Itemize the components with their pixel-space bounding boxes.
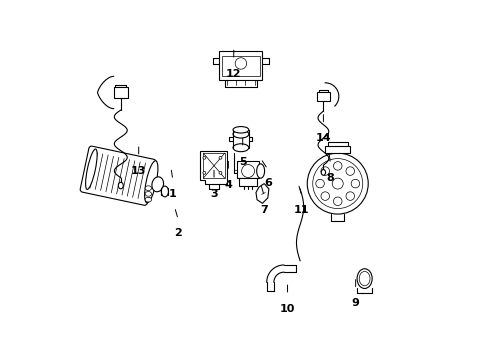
Text: 12: 12 — [225, 69, 241, 79]
Ellipse shape — [233, 130, 248, 138]
Text: 3: 3 — [210, 189, 217, 199]
Ellipse shape — [152, 177, 163, 192]
Ellipse shape — [321, 170, 325, 175]
Text: 14: 14 — [315, 134, 330, 143]
Polygon shape — [239, 178, 257, 186]
Text: 11: 11 — [293, 205, 309, 215]
Circle shape — [235, 58, 246, 69]
Text: 10: 10 — [279, 304, 295, 314]
Ellipse shape — [85, 149, 97, 189]
Polygon shape — [255, 184, 268, 203]
Circle shape — [203, 171, 205, 174]
Text: 8: 8 — [326, 173, 334, 183]
Circle shape — [346, 192, 354, 201]
Bar — [203, 153, 224, 178]
Circle shape — [312, 159, 362, 208]
Circle shape — [333, 162, 341, 170]
Text: 9: 9 — [351, 298, 359, 309]
Ellipse shape — [145, 197, 151, 202]
Circle shape — [320, 192, 329, 201]
Text: 13: 13 — [131, 166, 146, 176]
Text: 4: 4 — [224, 180, 232, 190]
Ellipse shape — [359, 271, 369, 286]
Ellipse shape — [356, 269, 371, 288]
Ellipse shape — [118, 182, 123, 189]
Bar — [219, 51, 262, 80]
Bar — [237, 161, 258, 178]
Ellipse shape — [161, 186, 168, 197]
Ellipse shape — [145, 192, 151, 196]
Ellipse shape — [233, 127, 248, 133]
Text: 7: 7 — [260, 205, 267, 215]
Text: 2: 2 — [174, 228, 182, 238]
Circle shape — [320, 167, 329, 175]
Ellipse shape — [233, 144, 248, 152]
Text: 5: 5 — [239, 157, 246, 167]
Circle shape — [306, 153, 367, 214]
Ellipse shape — [144, 161, 158, 203]
Circle shape — [241, 165, 254, 177]
Circle shape — [203, 156, 205, 159]
FancyBboxPatch shape — [80, 146, 156, 205]
Circle shape — [219, 171, 222, 174]
Bar — [325, 146, 349, 153]
Circle shape — [350, 179, 359, 188]
Ellipse shape — [256, 164, 264, 178]
Bar — [222, 56, 259, 76]
Ellipse shape — [145, 186, 151, 190]
Text: 1: 1 — [168, 189, 176, 199]
Polygon shape — [199, 151, 226, 184]
Circle shape — [346, 167, 354, 175]
Circle shape — [315, 179, 324, 188]
Text: 6: 6 — [264, 178, 271, 188]
Bar — [316, 92, 329, 101]
Bar — [113, 87, 128, 98]
Circle shape — [219, 156, 222, 159]
Circle shape — [333, 197, 341, 206]
Circle shape — [331, 178, 343, 189]
